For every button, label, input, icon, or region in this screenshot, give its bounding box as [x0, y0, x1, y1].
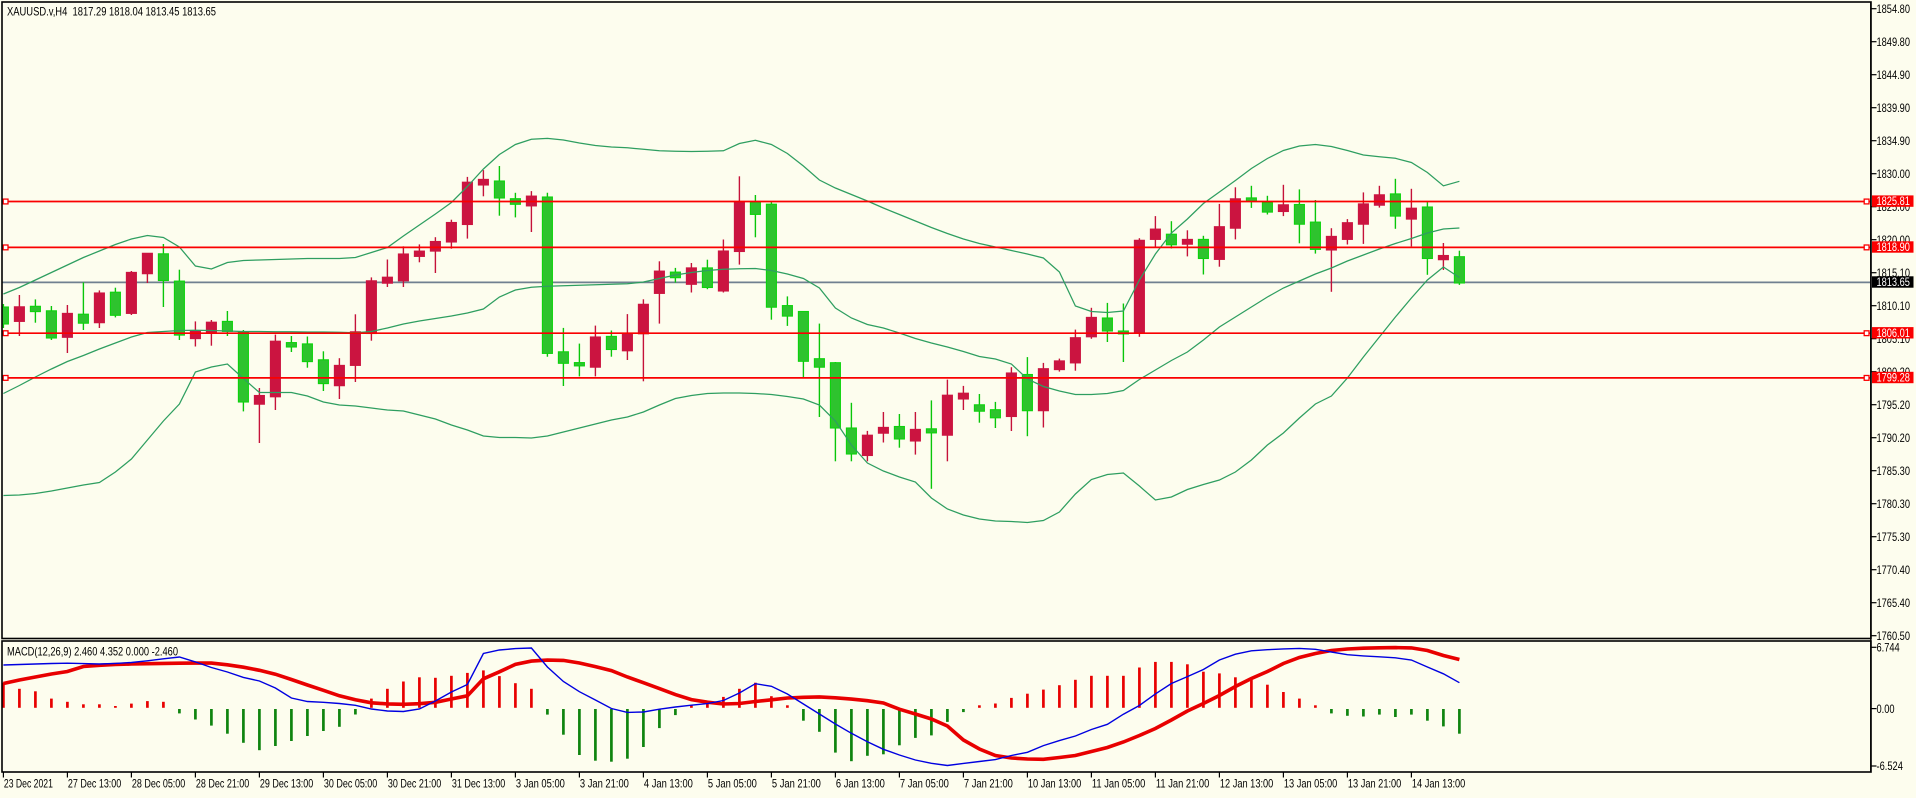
svg-text:1825.81: 1825.81	[1877, 194, 1911, 208]
svg-text:1839.90: 1839.90	[1877, 101, 1911, 115]
svg-text:7 Jan 05:00: 7 Jan 05:00	[900, 777, 949, 791]
svg-text:1785.30: 1785.30	[1877, 464, 1911, 478]
svg-text:11 Jan 21:00: 11 Jan 21:00	[1156, 777, 1210, 791]
svg-text:30 Dec 05:00: 30 Dec 05:00	[324, 777, 378, 791]
svg-text:27 Dec 13:00: 27 Dec 13:00	[68, 777, 122, 791]
svg-text:13 Jan 05:00: 13 Jan 05:00	[1284, 777, 1338, 791]
svg-text:XAUUSD.v,H4 1817.29 1818.04 1: XAUUSD.v,H4 1817.29 1818.04 1813.45 1813…	[7, 5, 216, 19]
svg-text:1834.90: 1834.90	[1877, 134, 1911, 148]
svg-text:-6.524: -6.524	[1877, 759, 1904, 773]
svg-text:1813.65: 1813.65	[1877, 275, 1911, 289]
svg-text:3 Jan 21:00: 3 Jan 21:00	[580, 777, 629, 791]
svg-text:4 Jan 13:00: 4 Jan 13:00	[644, 777, 693, 791]
svg-text:1770.40: 1770.40	[1877, 563, 1911, 577]
svg-text:29 Dec 13:00: 29 Dec 13:00	[260, 777, 314, 791]
svg-text:30 Dec 21:00: 30 Dec 21:00	[388, 777, 442, 791]
svg-text:1818.90: 1818.90	[1877, 240, 1911, 254]
svg-text:1806.01: 1806.01	[1877, 326, 1911, 340]
svg-text:31 Dec 13:00: 31 Dec 13:00	[452, 777, 506, 791]
svg-text:10 Jan 13:00: 10 Jan 13:00	[1028, 777, 1082, 791]
svg-text:1844.90: 1844.90	[1877, 68, 1911, 82]
svg-text:1790.20: 1790.20	[1877, 431, 1911, 445]
svg-text:MACD(12,26,9) 2.460 4.352 0.00: MACD(12,26,9) 2.460 4.352 0.000 -2.460	[7, 645, 178, 659]
svg-text:5 Jan 21:00: 5 Jan 21:00	[772, 777, 821, 791]
svg-text:1799.28: 1799.28	[1877, 371, 1911, 385]
svg-text:1854.80: 1854.80	[1877, 2, 1911, 16]
svg-text:1795.20: 1795.20	[1877, 398, 1911, 412]
svg-text:28 Dec 21:00: 28 Dec 21:00	[196, 777, 250, 791]
svg-text:1765.40: 1765.40	[1877, 596, 1911, 610]
svg-text:1760.50: 1760.50	[1877, 629, 1911, 643]
svg-text:11 Jan 05:00: 11 Jan 05:00	[1092, 777, 1146, 791]
svg-text:6 Jan 13:00: 6 Jan 13:00	[836, 777, 885, 791]
svg-text:1775.30: 1775.30	[1877, 530, 1911, 544]
svg-text:3 Jan 05:00: 3 Jan 05:00	[516, 777, 565, 791]
svg-text:14 Jan 13:00: 14 Jan 13:00	[1412, 777, 1466, 791]
svg-text:6.744: 6.744	[1877, 641, 1900, 655]
svg-text:1780.30: 1780.30	[1877, 497, 1911, 511]
svg-text:12 Jan 13:00: 12 Jan 13:00	[1220, 777, 1274, 791]
svg-text:1810.10: 1810.10	[1877, 299, 1911, 313]
svg-text:28 Dec 05:00: 28 Dec 05:00	[132, 777, 186, 791]
svg-text:23 Dec 2021: 23 Dec 2021	[4, 777, 53, 791]
svg-text:1849.80: 1849.80	[1877, 35, 1911, 49]
svg-text:0.00: 0.00	[1877, 702, 1895, 716]
svg-text:13 Jan 21:00: 13 Jan 21:00	[1348, 777, 1402, 791]
svg-text:7 Jan 21:00: 7 Jan 21:00	[964, 777, 1013, 791]
svg-text:1830.00: 1830.00	[1877, 167, 1911, 181]
svg-text:5 Jan 05:00: 5 Jan 05:00	[708, 777, 757, 791]
